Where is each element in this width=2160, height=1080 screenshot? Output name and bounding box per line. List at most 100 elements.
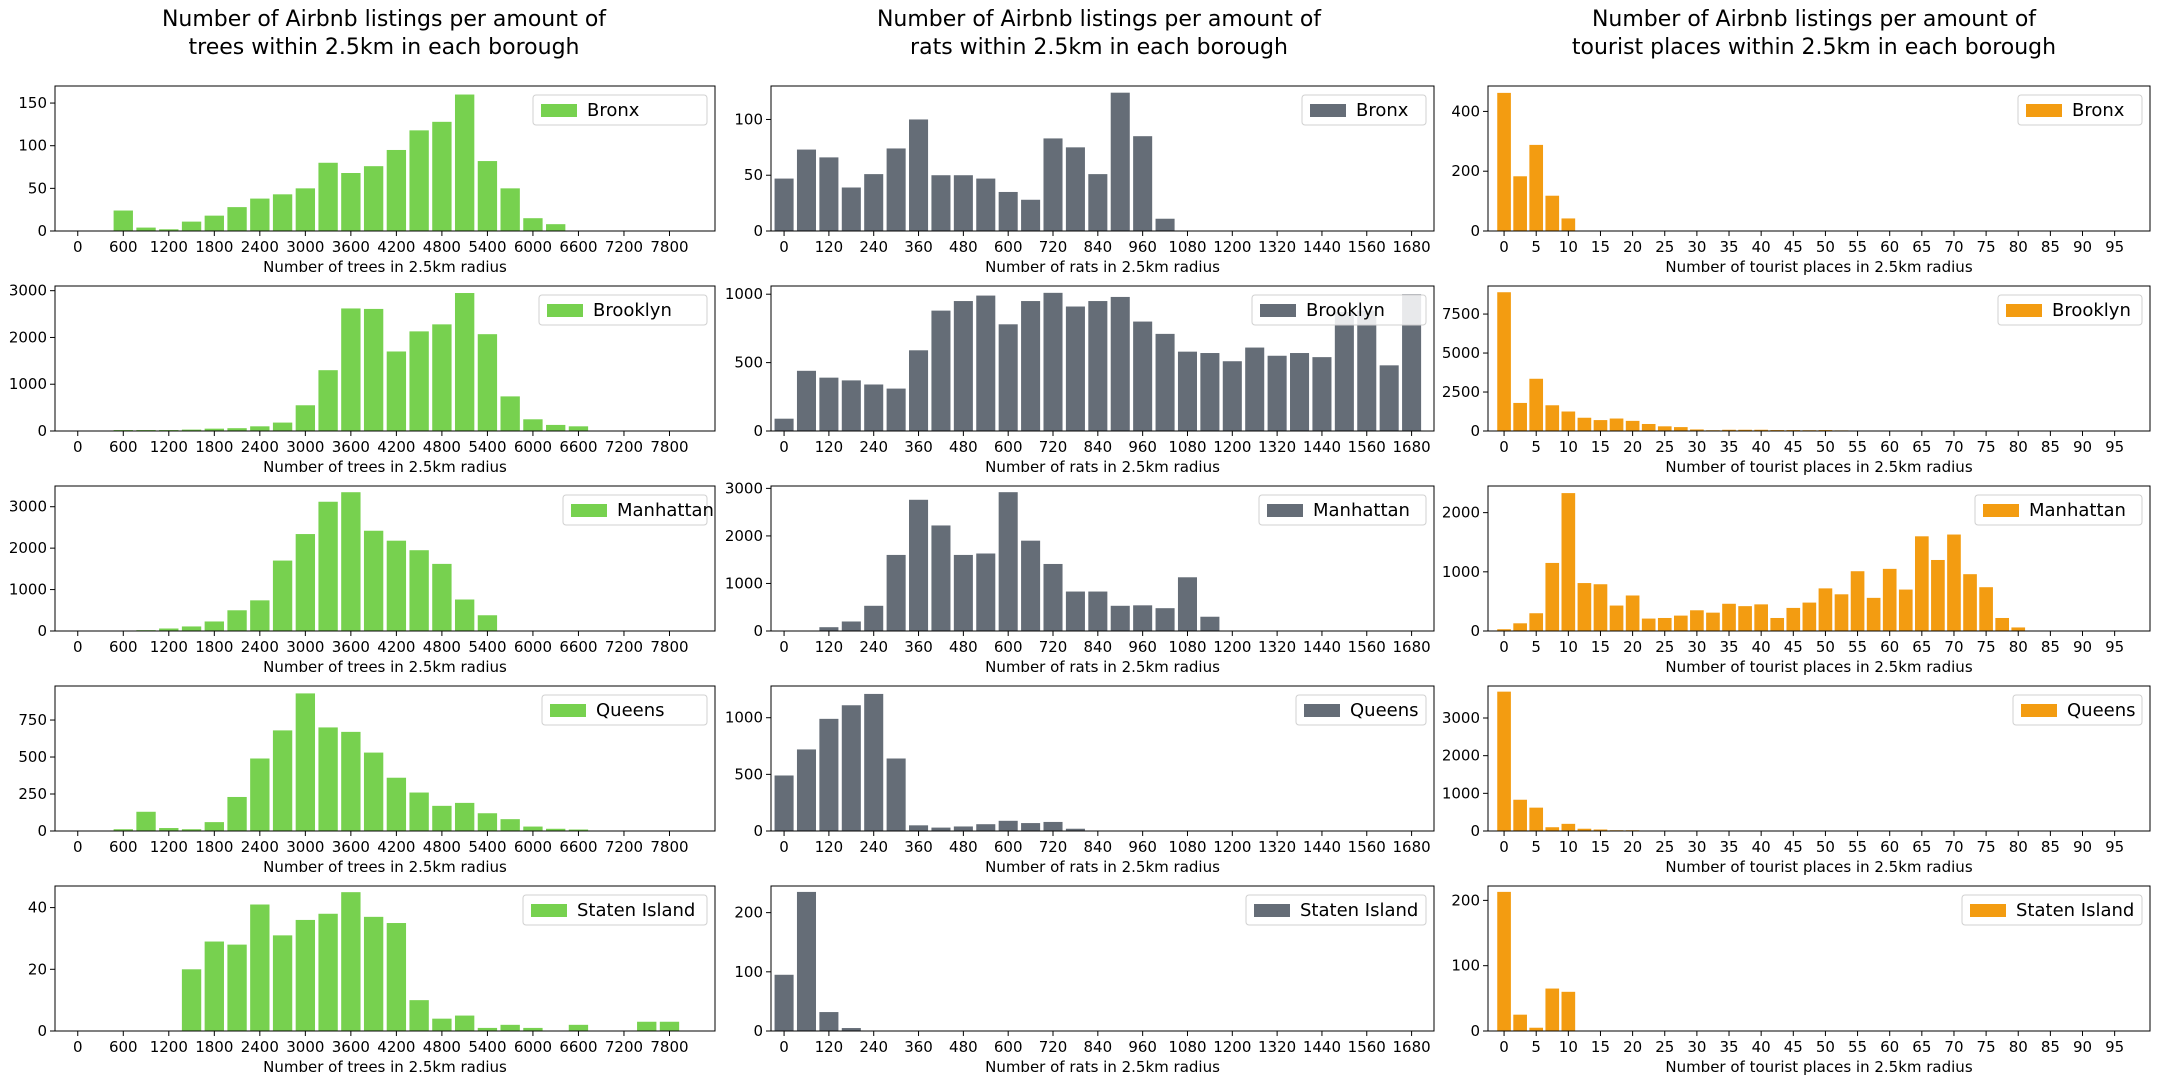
- histogram-bar: [864, 693, 884, 831]
- x-tick-label: 30: [1687, 438, 1706, 456]
- histogram-bar: [1641, 618, 1656, 631]
- x-tick-label: 10: [1559, 238, 1578, 256]
- histogram-bar: [1222, 361, 1242, 431]
- y-tick-label: 2000: [1442, 504, 1480, 522]
- y-tick-label: 0: [753, 222, 763, 240]
- x-tick-label: 120: [815, 1038, 844, 1056]
- x-tick-label: 80: [2009, 238, 2028, 256]
- x-tick-label: 5400: [468, 838, 506, 856]
- histogram-bar: [1529, 807, 1544, 831]
- histogram-bar: [976, 824, 996, 831]
- histogram-bar: [341, 308, 361, 431]
- x-tick-label: 1200: [1213, 638, 1251, 656]
- histogram-bar: [1021, 823, 1041, 831]
- histogram-bar: [250, 426, 270, 431]
- histogram-bar: [819, 627, 839, 631]
- histogram-bar: [1593, 420, 1608, 431]
- histogram-bar: [295, 534, 316, 631]
- histogram-bar: [477, 334, 498, 431]
- histogram-bar: [886, 554, 906, 631]
- histogram-bar: [432, 121, 452, 231]
- x-tick-label: 120: [815, 838, 844, 856]
- y-tick-label: 1000: [725, 709, 763, 727]
- panel-queens-trees: 0 600 1200 1800 2400 3000 3600 4200 4800 5400 6000…: [18, 685, 716, 876]
- x-tick-label: 30: [1687, 238, 1706, 256]
- y-tick-label: 100: [18, 137, 47, 155]
- histogram-bar: [477, 813, 498, 831]
- axes-frame: [770, 485, 1435, 632]
- histogram-bar: [454, 94, 475, 231]
- x-tick-label: 6600: [559, 238, 597, 256]
- histogram-bar: [113, 829, 133, 831]
- histogram-bar: [1561, 218, 1576, 231]
- histogram-bar: [386, 351, 407, 431]
- y-tick-label: 1000: [1442, 784, 1480, 802]
- histogram-bar: [1497, 292, 1511, 431]
- x-tick-label: 15: [1591, 438, 1610, 456]
- legend-swatch: [1260, 304, 1296, 317]
- x-tick-label: 7800: [650, 1038, 688, 1056]
- legend-label: Manhattan: [2029, 500, 2126, 521]
- histogram-bar: [318, 727, 338, 831]
- y-tick-label: 3000: [9, 498, 47, 516]
- x-tick-label: 1680: [1392, 438, 1430, 456]
- legend: Brooklyn: [1251, 294, 1427, 326]
- histogram-bar: [1088, 174, 1108, 231]
- x-axis-label: Number of rats in 2.5km radius: [985, 858, 1220, 876]
- y-tick-label: 50: [28, 179, 47, 197]
- x-tick-label: 3600: [332, 238, 370, 256]
- histogram-bar: [1110, 92, 1130, 231]
- histogram-bar: [819, 718, 839, 831]
- histogram-bar: [931, 827, 951, 831]
- legend-box: [1295, 694, 1427, 726]
- histogram-bar: [1722, 429, 1736, 431]
- histogram-bar: [659, 1021, 680, 1031]
- histogram-bar: [363, 308, 384, 431]
- y-tick-label: 0: [1470, 222, 1480, 240]
- histogram-bar: [909, 825, 929, 831]
- y-tick-label: 0: [753, 822, 763, 840]
- y-tick-label: 1000: [725, 574, 763, 592]
- histogram-bar: [454, 802, 475, 831]
- x-tick-label: 1440: [1303, 238, 1341, 256]
- x-tick-label: 90: [2073, 838, 2092, 856]
- x-tick-label: 4800: [423, 238, 461, 256]
- x-tick-label: 90: [2073, 638, 2092, 656]
- histogram-bar: [500, 396, 520, 431]
- x-tick-label: 1680: [1392, 638, 1430, 656]
- histogram-bar: [886, 388, 906, 431]
- x-tick-label: 25: [1655, 638, 1674, 656]
- x-tick-label: 1560: [1348, 238, 1386, 256]
- histogram-bar: [1133, 321, 1153, 431]
- x-tick-label: 6600: [559, 438, 597, 456]
- histogram-bar: [227, 796, 247, 831]
- histogram-bar: [272, 560, 293, 631]
- x-tick-label: 60: [1880, 838, 1899, 856]
- x-tick-label: 7800: [650, 438, 688, 456]
- x-tick-label: 1440: [1303, 1038, 1341, 1056]
- x-tick-label: 4800: [423, 838, 461, 856]
- histogram-bar: [1497, 92, 1511, 232]
- legend-swatch: [547, 304, 583, 317]
- x-tick-label: 600: [994, 238, 1023, 256]
- x-tick-label: 1800: [195, 438, 233, 456]
- panel-brooklyn-tourist-places: 0 5 10 15 20 25 30 35 40 45 50 55 60 65 70 75 80 85 90 95 0 2…: [1442, 285, 2151, 476]
- x-tick-label: 65: [1912, 838, 1931, 856]
- x-tick-label: 600: [994, 838, 1023, 856]
- y-tick-label: 0: [753, 1022, 763, 1040]
- histogram-bar: [500, 188, 520, 231]
- histogram-bar: [477, 615, 498, 631]
- histogram-bar: [1561, 493, 1576, 631]
- x-tick-label: 360: [904, 838, 933, 856]
- x-tick-label: 7800: [650, 238, 688, 256]
- histogram-bar: [204, 428, 224, 431]
- histogram-bar: [409, 550, 429, 631]
- x-axis-label: Number of tourist places in 2.5km radius: [1665, 858, 1972, 876]
- y-tick-label: 200: [734, 904, 763, 922]
- x-tick-label: 0: [73, 638, 83, 656]
- histogram-bar: [568, 1024, 589, 1031]
- histogram-bar: [409, 130, 429, 231]
- histogram-bar: [341, 173, 361, 231]
- legend-box: [2017, 94, 2143, 126]
